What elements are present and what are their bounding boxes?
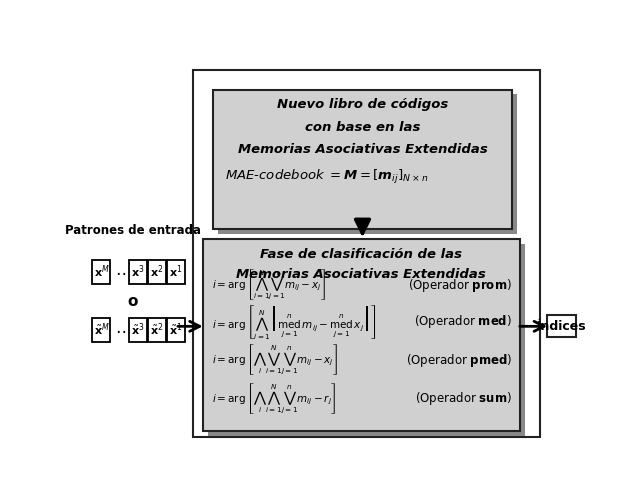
Text: $\mathbf{x}^2$: $\mathbf{x}^2$ — [150, 264, 164, 280]
Bar — [148, 260, 166, 284]
Bar — [129, 260, 147, 284]
Text: Memorias Asociativas Extendidas: Memorias Asociativas Extendidas — [236, 268, 486, 281]
Bar — [208, 243, 525, 436]
Text: Memorias Asociativas Extendidas: Memorias Asociativas Extendidas — [238, 143, 488, 156]
Text: Fase de clasificación de las: Fase de clasificación de las — [260, 247, 462, 261]
Text: Nuevo libro de códigos: Nuevo libro de códigos — [277, 98, 448, 111]
Text: (Operador $\mathbf{pmed}$): (Operador $\mathbf{pmed}$) — [406, 351, 512, 368]
Text: $\tilde{\mathbf{x}}^1$: $\tilde{\mathbf{x}}^1$ — [169, 322, 183, 339]
Bar — [93, 260, 111, 284]
Text: MAE-codebook $= \boldsymbol{M} = \left[\boldsymbol{m}_{ij}\right]_{N\times n}$: MAE-codebook $= \boldsymbol{M} = \left[\… — [225, 168, 428, 185]
Text: $\mathbf{x}^M$: $\mathbf{x}^M$ — [93, 264, 109, 280]
Text: (Operador $\mathbf{sum}$): (Operador $\mathbf{sum}$) — [415, 390, 512, 407]
Bar — [167, 260, 185, 284]
Bar — [129, 318, 147, 342]
Bar — [203, 239, 520, 431]
Text: $i = \arg\left[\bigwedge_{i}\bigvee_{i=1}^{N}\bigvee_{j=1}^{n} m_{ij} - x_j\righ: $i = \arg\left[\bigwedge_{i}\bigvee_{i=1… — [212, 343, 337, 377]
Bar — [167, 318, 185, 342]
Text: $\tilde{\mathbf{x}}^M$: $\tilde{\mathbf{x}}^M$ — [93, 322, 109, 339]
Text: $i = \arg\left[\bigwedge_{i=1}^{N}\left|\underset{j=1}{\overset{n}{\mathrm{med}}: $i = \arg\left[\bigwedge_{i=1}^{N}\left|… — [212, 302, 376, 341]
Text: $i = \arg\left[\bigwedge_{i=1}^{N}\bigvee_{j=1}^{n} m_{ij} - x_j\right]$: $i = \arg\left[\bigwedge_{i=1}^{N}\bigve… — [212, 268, 325, 302]
Text: Índices: Índices — [537, 320, 587, 333]
Text: $\cdots$: $\cdots$ — [115, 321, 131, 339]
Bar — [218, 94, 517, 234]
Text: (Operador $\mathbf{prom}$): (Operador $\mathbf{prom}$) — [408, 277, 512, 294]
Bar — [148, 318, 166, 342]
Text: $i = \arg\left[\bigwedge_{i}\bigwedge_{i=1}^{N}\bigvee_{j=1}^{n} m_{ij} - r_j\ri: $i = \arg\left[\bigwedge_{i}\bigwedge_{i… — [212, 381, 336, 416]
Text: $\tilde{\mathbf{x}}^3$: $\tilde{\mathbf{x}}^3$ — [131, 322, 145, 339]
Bar — [193, 70, 540, 437]
Text: $\mathbf{x}^3$: $\mathbf{x}^3$ — [131, 264, 145, 280]
Text: (Operador $\mathbf{med}$): (Operador $\mathbf{med}$) — [414, 313, 512, 330]
Bar — [93, 318, 111, 342]
Bar — [547, 316, 576, 337]
Text: $\cdots$: $\cdots$ — [115, 263, 131, 281]
Text: $\mathbf{x}^1$: $\mathbf{x}^1$ — [169, 264, 183, 280]
Text: $\mathbf{o}$: $\mathbf{o}$ — [127, 294, 139, 308]
Bar — [213, 90, 512, 229]
Text: $\tilde{\mathbf{x}}^2$: $\tilde{\mathbf{x}}^2$ — [150, 322, 164, 339]
Text: con base en las: con base en las — [305, 120, 420, 134]
Text: Patrones de entrada: Patrones de entrada — [65, 224, 201, 237]
